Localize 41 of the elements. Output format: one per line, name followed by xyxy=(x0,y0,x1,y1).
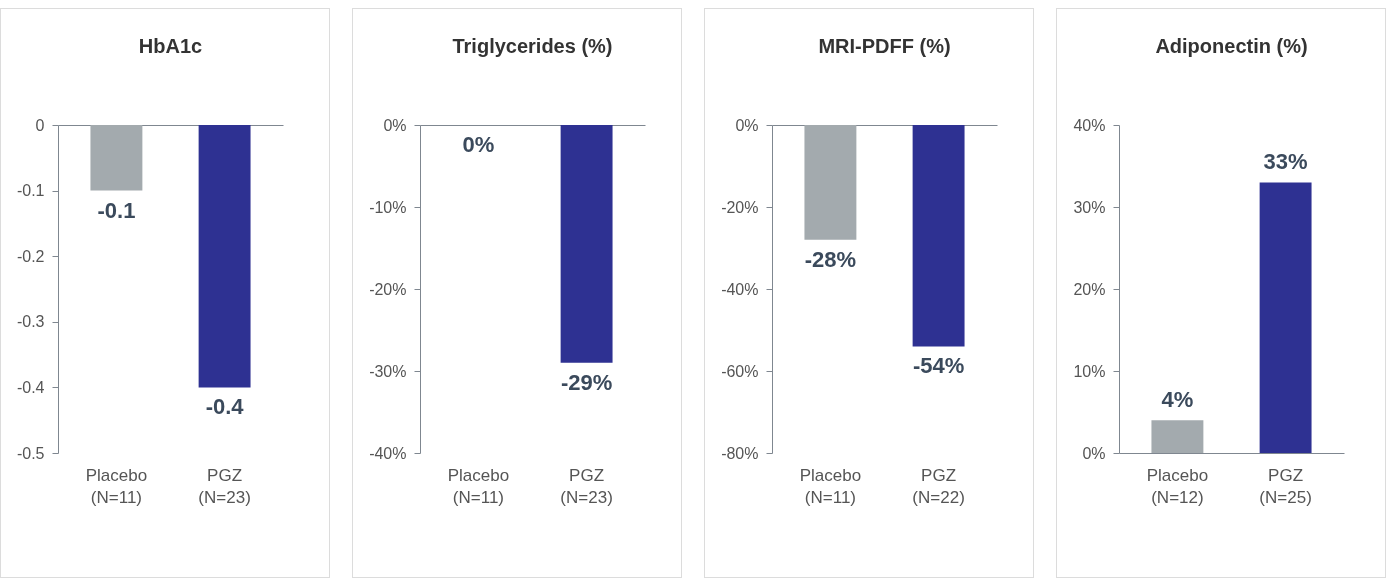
y-tick-label: -0.4 xyxy=(16,378,45,396)
data-label: 0% xyxy=(462,132,495,157)
y-tick-label: 10% xyxy=(1073,362,1106,380)
y-tick-label: -40% xyxy=(369,444,407,462)
data-label: -54% xyxy=(912,353,965,379)
y-tick-label: 20% xyxy=(1073,280,1106,298)
chart-title: MRI-PDFF (%) xyxy=(818,35,951,57)
y-tick-label: -30% xyxy=(369,362,407,380)
y-tick-label: -60% xyxy=(721,362,759,380)
data-label: 33% xyxy=(1263,149,1308,175)
y-tick-label: -40% xyxy=(721,280,759,298)
y-tick-label: -0.2 xyxy=(16,247,45,265)
y-tick-label: 0% xyxy=(383,116,407,134)
data-label: -0.4 xyxy=(205,394,245,420)
y-tick-label: 30% xyxy=(1073,198,1106,216)
chart-title: HbA1c xyxy=(138,35,203,57)
x-tick-label: Placebo (N=11) xyxy=(799,465,862,507)
data-label: 4% xyxy=(1161,387,1194,413)
y-tick-label: 40% xyxy=(1073,116,1106,134)
y-tick-label: -20% xyxy=(721,198,759,216)
y-tick-label: 0% xyxy=(1082,444,1106,462)
y-tick-label: -80% xyxy=(721,444,759,462)
x-tick-label: PGZ (N=22) xyxy=(912,465,965,507)
x-tick-label: Placebo (N=11) xyxy=(447,465,510,507)
x-tick-label: PGZ (N=23) xyxy=(560,465,613,507)
y-tick-label: 0 xyxy=(35,116,45,134)
y-tick-label: -0.1 xyxy=(16,182,45,200)
y-tick-label: -0.5 xyxy=(16,444,45,462)
x-tick-label: PGZ (N=25) xyxy=(1259,465,1312,507)
chart-title: Triglycerides (%) xyxy=(452,35,613,57)
y-tick-label: -20% xyxy=(369,280,407,298)
x-tick-label: Placebo (N=12) xyxy=(1146,465,1209,507)
x-tick-label: Placebo (N=11) xyxy=(85,465,148,507)
chart-title: Adiponectin (%) xyxy=(1155,35,1308,57)
data-label: -29% xyxy=(560,369,613,395)
y-tick-label: -0.3 xyxy=(16,313,45,331)
y-tick-label: 0% xyxy=(735,116,759,134)
data-label: -28% xyxy=(804,246,857,272)
data-label: -0.1 xyxy=(97,197,136,223)
x-tick-label: PGZ (N=23) xyxy=(198,465,251,507)
y-tick-label: -10% xyxy=(369,198,407,216)
